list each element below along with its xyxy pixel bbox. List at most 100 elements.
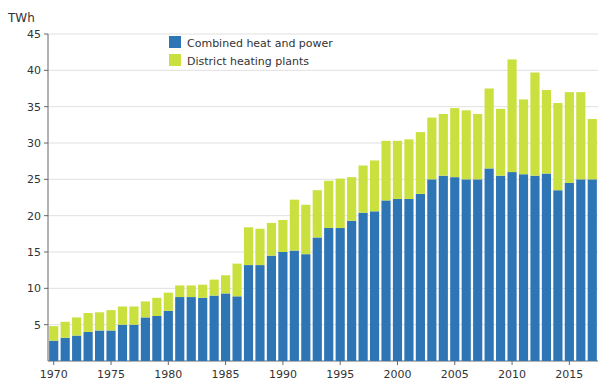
bar-segment [255,265,264,361]
chart-container: 5101520253035404519701975198019851990199… [0,0,614,391]
y-tick [44,252,48,253]
y-tick-label: 45 [27,28,41,41]
bar-segment [588,179,597,361]
bar-segment [49,341,58,361]
x-tick-label: 1975 [97,368,125,381]
y-tick [44,324,48,325]
y-tick [44,106,48,107]
y-tick [44,179,48,180]
bar-segment [576,92,585,179]
bar-segment [565,183,574,361]
bar-segment [519,174,528,361]
bar-segment [210,280,219,296]
y-tick-label: 30 [27,137,41,150]
y-tick-label: 10 [27,282,41,295]
bar-segment [450,108,459,177]
x-tick [340,361,341,365]
y-tick [44,215,48,216]
bar-segment [381,141,390,201]
y-axis-label: TWh [7,11,35,25]
x-tick-label: 1985 [212,368,240,381]
bar-segment [381,200,390,361]
bar-segment [84,332,93,361]
bar-segment [118,307,127,325]
bar-segment [370,160,379,211]
y-tick-label: 25 [27,173,41,186]
bar-segment [324,228,333,361]
bar-segment [462,179,471,361]
x-tick-label: 1995 [326,368,354,381]
bar-segment [496,176,505,361]
bar-segment [72,336,81,361]
bar-segment [175,297,184,361]
bar-segment [359,166,368,213]
bar-segment [439,114,448,176]
bar-segment [336,228,345,361]
x-tick [111,361,112,365]
bar-segment [141,317,150,361]
bar-segment [141,301,150,317]
bar-segment [198,298,207,361]
bar-segment [496,109,505,176]
chart: 5101520253035404519701975198019851990199… [0,0,614,391]
x-tick [512,361,513,365]
bar-segment [473,114,482,179]
bar-segment [129,307,138,325]
bar-segment [313,237,322,361]
x-tick-label: 2000 [383,368,411,381]
bar-segment [244,265,253,361]
bar-segment [588,119,597,179]
bar-segment [210,296,219,361]
bar-segment [393,141,402,199]
bar-segment [324,181,333,228]
bar-segment [301,205,310,254]
bar-segment [164,293,173,311]
bar-segment [187,285,196,297]
bar-segment [542,174,551,361]
x-tick [282,361,283,365]
bar-segment [49,326,58,341]
bar-segment [542,90,551,174]
legend-label: Combined heat and power [187,37,333,50]
x-tick [454,361,455,365]
bar-segment [152,298,161,316]
bar-segment [290,251,299,361]
y-tick-label: 40 [27,64,41,77]
bar-segment [507,172,516,361]
bar-segment [313,190,322,237]
bar-segment [347,221,356,361]
bar-segment [530,73,539,176]
bar-segment [427,118,436,180]
bar-segment [255,229,264,265]
y-tick-label: 15 [27,246,41,259]
bar-segment [106,310,115,330]
bar-segment [61,338,70,361]
bar-segment [72,317,81,335]
x-tick [53,361,54,365]
legend: Combined heat and power District heating … [169,36,333,68]
y-tick-label: 20 [27,210,41,223]
bar-segment [95,330,104,361]
bar-segment [152,316,161,361]
bar-segment [164,311,173,361]
bar-segment [267,223,276,256]
bar-segment [553,103,562,190]
bar-segment [359,213,368,361]
bar-segment [187,297,196,361]
bars [49,59,597,361]
bar-segment [404,199,413,361]
y-tick [44,34,48,35]
x-tick-label: 2015 [555,368,583,381]
bar-segment [404,139,413,199]
bar-segment [290,200,299,251]
y-tick [44,143,48,144]
bar-segment [198,285,207,298]
bar-segment [485,89,494,169]
legend-label: District heating plants [187,55,309,68]
bar-segment [232,264,241,297]
legend-swatch [169,36,181,48]
bar-segment [221,293,230,361]
bar-segment [416,194,425,361]
bar-segment [370,211,379,361]
x-tick-label: 2010 [498,368,526,381]
